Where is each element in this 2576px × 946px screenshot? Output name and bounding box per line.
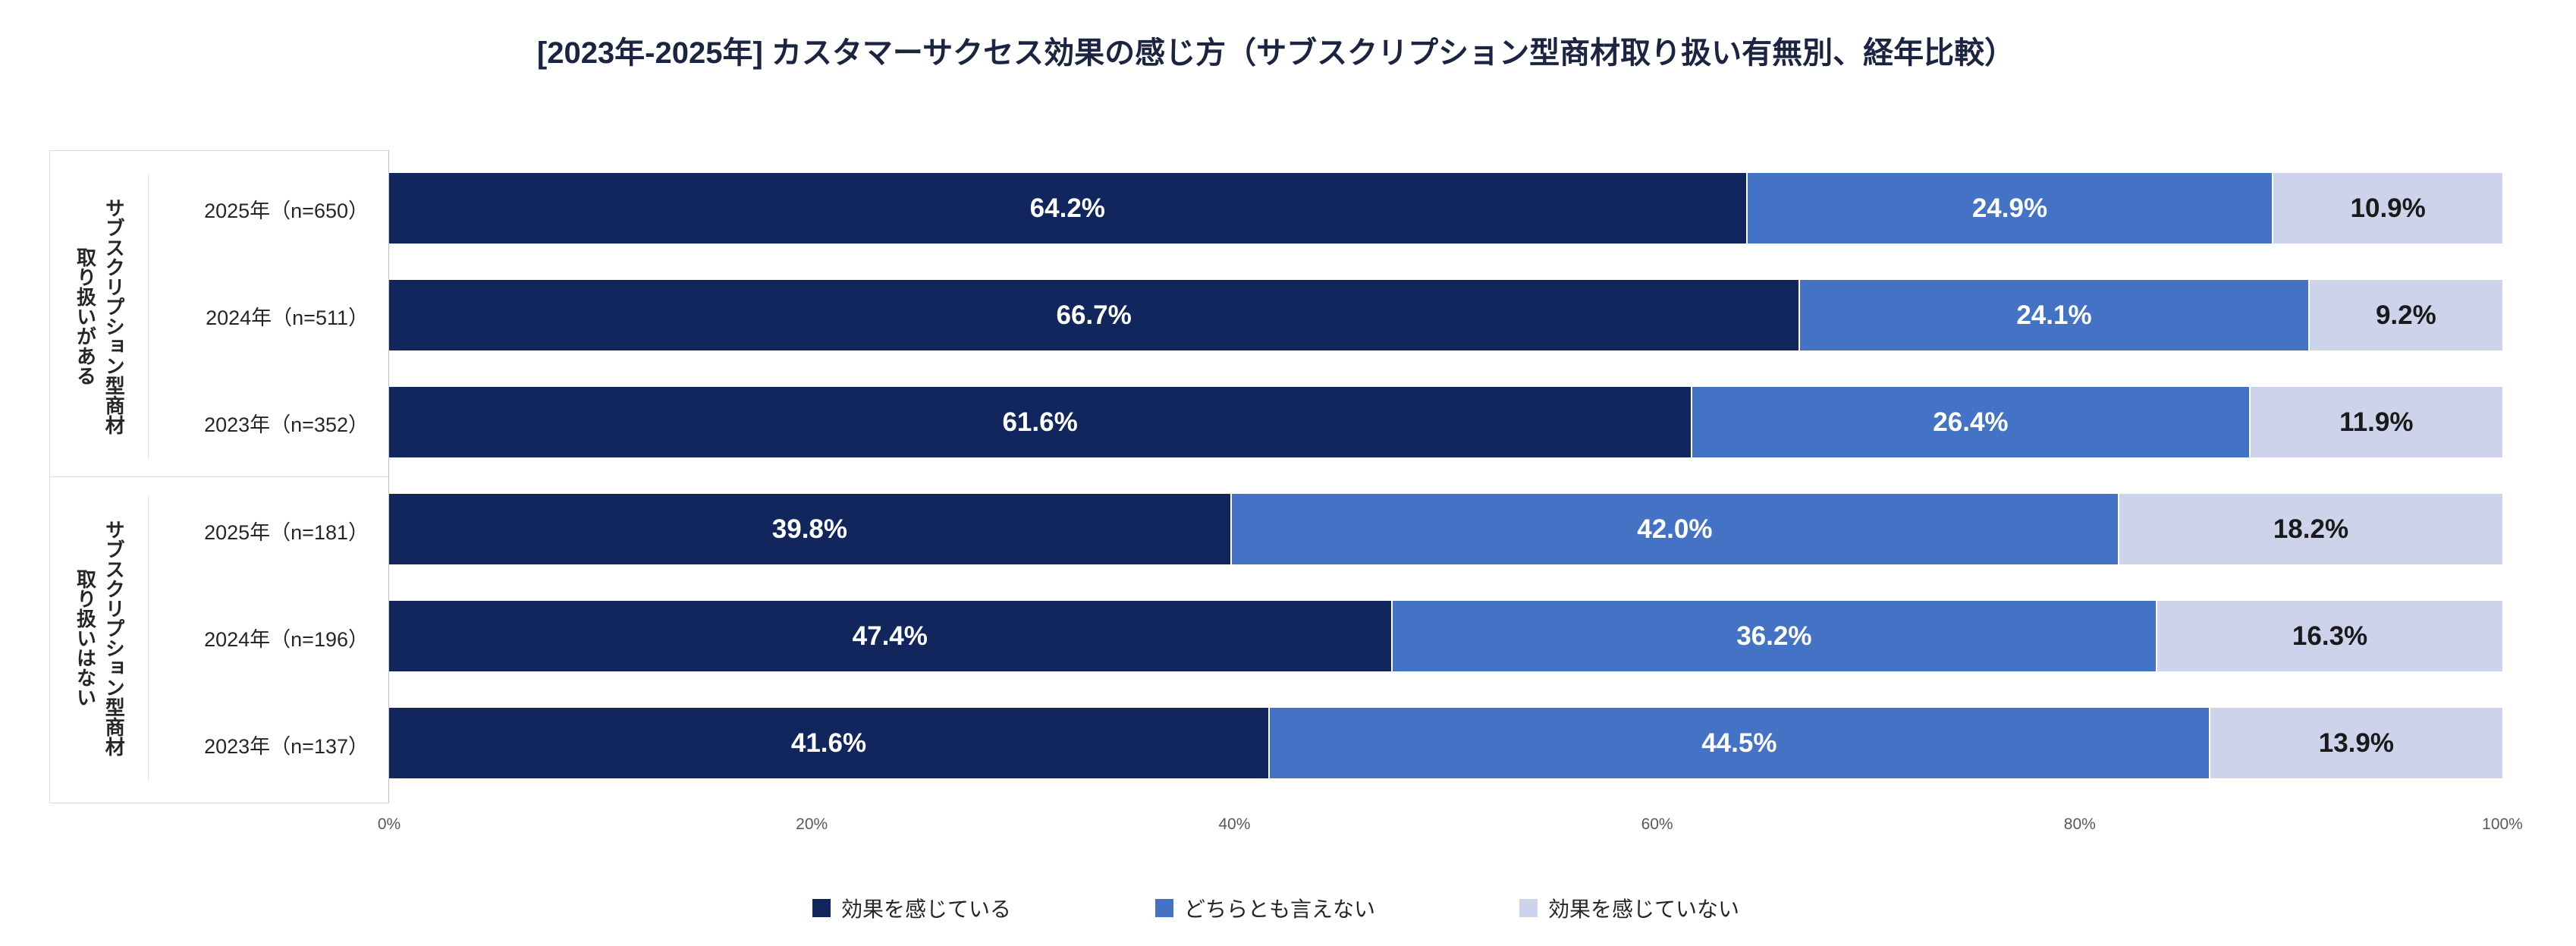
legend-swatch [1154,899,1173,917]
category-label: 2023年（n=352） [204,413,369,436]
group-label-line2: 取り扱いがある [74,247,97,385]
legend: 効果を感じている どちらとも言えない 効果を感じていない [49,893,2502,923]
bar-row: 64.2% 24.9% 10.9% [389,173,2502,244]
segment-value-label: 18.2% [2273,514,2349,544]
segment-value-label: 10.9% [2350,193,2426,223]
bar-segment: 9.2% [2307,280,2502,350]
bar-segment: 11.9% [2248,387,2502,457]
bar-segment: 44.5% [1268,708,2209,778]
plot-area: 64.2% 24.9% 10.9% 66.7% 24.1% 9.2% 61.6%… [389,150,2502,803]
legend-item-negative: 効果を感じていない [1519,893,1739,923]
bar-segment: 13.9% [2208,708,2502,778]
x-axis-ticks: 0% 20% 40% 60% 80% 100% [378,812,2523,838]
x-axis: 0% 20% 40% 60% 80% 100% [49,812,2523,838]
chart-title: [2023年-2025年] カスタマーサクセス効果の感じ方（サブスクリプション型… [536,36,2015,70]
bar-row: 47.4% 36.2% 16.3% [389,601,2502,671]
segment-value-label: 42.0% [1637,514,1713,544]
legend-swatch [812,899,831,917]
bar-row: 41.6% 44.5% 13.9% [389,708,2502,778]
segment-value-label: 24.1% [2016,300,2092,330]
segment-value-label: 39.8% [771,514,848,544]
category-label: 2025年（n=181） [204,521,369,544]
segment-value-label: 61.6% [1002,407,1078,437]
category-group-has-subscription: サブスクリプション型商材 取り扱いがある 2025年（n=650） 2024年（… [50,151,388,476]
bar-segment: 61.6% [389,387,1692,457]
category-group-no-subscription: サブスクリプション型商材 取り扱いはない 2025年（n=181） 2024年（… [50,476,388,803]
segment-value-label: 66.7% [1056,300,1132,330]
bar-segment: 26.4% [1691,387,2249,457]
category-label: 2024年（n=196） [204,628,369,651]
legend-label: 効果を感じている [840,897,1011,921]
legend-label: 効果を感じていない [1548,897,1740,921]
bar-segment: 41.6% [389,708,1268,778]
x-axis-spacer [49,812,389,838]
segment-value-label: 26.4% [1933,407,2009,437]
segment-value-label: 16.3% [2292,621,2368,651]
legend-item-neutral: どちらとも言えない [1154,893,1375,923]
segment-value-label: 47.4% [852,621,928,651]
x-tick: 80% [2063,816,2096,833]
stacked-bar-chart: サブスクリプション型商材 取り扱いがある 2025年（n=650） 2024年（… [49,150,2502,803]
x-tick: 60% [1641,816,1673,833]
x-tick: 40% [1218,816,1251,833]
x-tick: 0% [377,816,401,833]
group-label-no-subscription: サブスクリプション型商材 取り扱いはない [50,495,149,780]
bar-segment: 16.3% [2156,601,2502,671]
legend-item-positive: 効果を感じている [812,893,1011,923]
group-label-line1: サブスクリプション型商材 [102,519,126,756]
legend-label: どちらとも言えない [1183,897,1375,921]
category-label: 2024年（n=511） [206,306,369,329]
bar-segment: 64.2% [389,173,1746,244]
bar-segment: 66.7% [389,280,1799,350]
category-label: 2025年（n=650） [204,200,369,222]
segment-value-label: 11.9% [2339,407,2414,437]
segment-value-label: 36.2% [1736,621,1812,651]
row-labels: 2025年（n=650） 2024年（n=511） 2023年（n=352） [149,174,388,458]
bar-row: 61.6% 26.4% 11.9% [389,387,2502,457]
category-label: 2023年（n=137） [204,735,369,758]
segment-value-label: 13.9% [2318,728,2394,758]
group-label-has-subscription: サブスクリプション型商材 取り扱いがある [50,174,149,458]
bar-segment: 18.2% [2117,494,2502,564]
bar-segment: 42.0% [1230,494,2118,564]
segment-value-label: 64.2% [1029,193,1105,223]
category-axis: サブスクリプション型商材 取り扱いがある 2025年（n=650） 2024年（… [49,150,389,803]
bar-segment: 47.4% [389,601,1391,671]
bar-segment: 24.9% [1745,173,2273,244]
x-tick: 100% [2482,816,2523,833]
segment-value-label: 44.5% [1701,728,1777,758]
row-labels: 2025年（n=181） 2024年（n=196） 2023年（n=137） [149,495,388,780]
group-label-line1: サブスクリプション型商材 [102,197,126,435]
group-label-text: サブスクリプション型商材 取り扱いがある [71,198,127,435]
segment-value-label: 41.6% [790,728,867,758]
x-tick: 20% [796,816,828,833]
bar-segment: 39.8% [389,494,1230,564]
bar-segment: 24.1% [1798,280,2308,350]
bar-row: 39.8% 42.0% 18.2% [389,494,2502,564]
segment-value-label: 24.9% [1971,193,2048,223]
bar-row: 66.7% 24.1% 9.2% [389,280,2502,350]
group-label-line2: 取り扱いはない [74,568,97,707]
legend-swatch [1519,899,1538,917]
bar-segment: 10.9% [2272,173,2502,244]
group-label-text: サブスクリプション型商材 取り扱いはない [71,520,127,756]
segment-value-label: 9.2% [2375,300,2436,330]
bar-segment: 36.2% [1390,601,2157,671]
